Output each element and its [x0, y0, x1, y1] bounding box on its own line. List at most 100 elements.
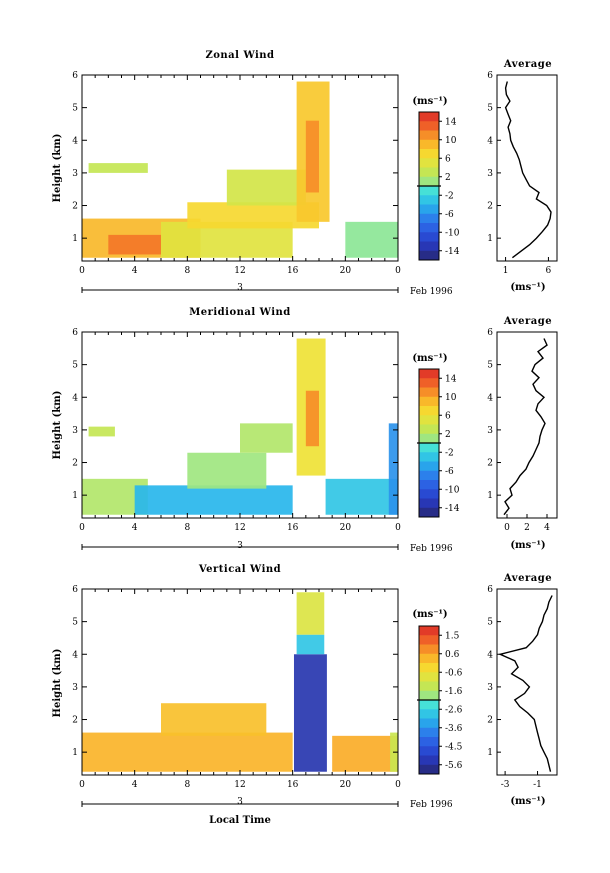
x-tick-label: 0: [79, 266, 85, 276]
colorbar-bin: [419, 663, 439, 673]
x-tick-label: 0: [79, 523, 85, 533]
colorbar-tick-label: -0.6: [445, 668, 463, 678]
colorbar-bin: [419, 700, 439, 710]
colorbar-bin: [419, 232, 439, 242]
average-frame: [496, 588, 558, 776]
average-y-tick-label: 1: [487, 234, 493, 244]
colorbar-bin: [419, 167, 439, 178]
average-x-tick-label: -1: [533, 780, 542, 790]
average-y-tick-label: 4: [487, 136, 493, 146]
average-profile-line: [498, 595, 553, 772]
colorbar-tick-label: -14: [445, 247, 460, 257]
heatmap-region: [88, 426, 115, 437]
y-tick-label: 4: [72, 393, 78, 403]
x-axis-label: Local Time: [209, 815, 271, 826]
colorbar-bin: [419, 727, 439, 738]
heatmap-region: [388, 423, 398, 515]
average-y-tick-label: 2: [487, 459, 493, 469]
colorbar-bin: [419, 378, 439, 388]
colorbar-bin: [419, 507, 439, 518]
colorbar-bin: [419, 139, 439, 150]
heatmap-region: [296, 592, 325, 635]
colorbar-bin: [419, 644, 439, 655]
average-y-tick-label: 1: [487, 491, 493, 501]
colorbar-tick-label: 0.6: [445, 650, 460, 660]
x-tick-label: 0: [79, 780, 85, 790]
average-y-tick-label: 5: [487, 618, 493, 628]
colorbar-tick-label: 1.5: [445, 631, 460, 641]
y-tick-label: 5: [72, 618, 78, 628]
average-y-tick-label: 3: [487, 683, 493, 693]
average-frame: [496, 74, 558, 262]
colorbar-bin: [419, 746, 439, 756]
x-tick-label: 20: [340, 780, 352, 790]
y-tick-label: 5: [72, 104, 78, 114]
colorbar-tick-label: -6: [445, 210, 454, 220]
heatmap-region: [88, 163, 148, 173]
colorbar-tick-label: -2.6: [445, 705, 463, 715]
colorbar-bin: [419, 452, 439, 462]
y-tick-label: 3: [72, 683, 78, 693]
average-x-tick-label: 6: [546, 266, 552, 276]
average-y-tick-label: 5: [487, 361, 493, 371]
colorbar-bin: [419, 204, 439, 215]
average-xlabel: (ms⁻¹): [510, 540, 545, 551]
x-tick-label: 4: [132, 780, 138, 790]
average-xlabel: (ms⁻¹): [510, 282, 545, 293]
colorbar-unit: (ms⁻¹): [412, 353, 447, 364]
colorbar-bin: [419, 176, 439, 187]
x-tick-label: 0: [395, 780, 401, 790]
colorbar-tick-label: -2: [445, 448, 454, 458]
colorbar-tick-label: 6: [445, 154, 451, 164]
average-x-tick-label: 0: [504, 523, 510, 533]
x-tick-label: 12: [234, 523, 245, 533]
colorbar-bin: [419, 443, 439, 453]
heatmap-region: [345, 221, 398, 258]
average-profile-line: [503, 338, 548, 516]
colorbar-bin: [419, 369, 439, 379]
colorbar-tick-label: -14: [445, 504, 460, 514]
heatmap-region: [187, 452, 267, 489]
heatmap-region: [240, 423, 293, 453]
colorbar-bin: [419, 223, 439, 233]
average-title: Average: [503, 316, 552, 327]
heatmap-region: [226, 169, 306, 206]
panel-title: Vertical Wind: [198, 564, 281, 575]
colorbar-tick-label: 10: [445, 136, 457, 146]
colorbar-bin: [419, 653, 439, 664]
colorbar-bin: [419, 681, 439, 692]
colorbar-bin: [419, 387, 439, 398]
colorbar-bin: [419, 635, 439, 645]
x-tick-label: 0: [395, 266, 401, 276]
colorbar-bin: [419, 461, 439, 472]
average-y-tick-label: 4: [487, 393, 493, 403]
x-tick-label: 16: [287, 523, 299, 533]
x-tick-label: 12: [234, 780, 245, 790]
colorbar-bin: [419, 149, 439, 159]
y-tick-label: 5: [72, 361, 78, 371]
y-tick-label: 2: [72, 459, 78, 469]
day-label: 3: [237, 797, 243, 807]
average-frame: [496, 331, 558, 519]
average-y-tick-label: 6: [487, 71, 493, 81]
date-label: Feb 1996: [410, 287, 453, 297]
x-tick-label: 12: [234, 266, 245, 276]
x-tick-label: 0: [395, 523, 401, 533]
heatmap-region: [305, 390, 319, 447]
day-label: 3: [237, 541, 243, 551]
average-y-tick-label: 4: [487, 650, 493, 660]
x-tick-label: 8: [184, 780, 190, 790]
heatmap-region: [305, 120, 319, 193]
colorbar-bin: [419, 737, 439, 747]
colorbar-bin: [419, 755, 439, 766]
heatmap-region: [161, 703, 267, 736]
colorbar-tick-label: -10: [445, 228, 460, 238]
colorbar-bin: [419, 626, 439, 636]
y-tick-label: 3: [72, 169, 78, 179]
colorbar-bin: [419, 130, 439, 141]
y-tick-label: 4: [72, 650, 78, 660]
zonal-wind-panel: Zonal Wind Height (km) (ms⁻¹) Average (m…: [52, 50, 558, 297]
colorbar-unit: (ms⁻¹): [412, 96, 447, 107]
colorbar-unit: (ms⁻¹): [412, 609, 447, 620]
colorbar-bin: [419, 186, 439, 196]
